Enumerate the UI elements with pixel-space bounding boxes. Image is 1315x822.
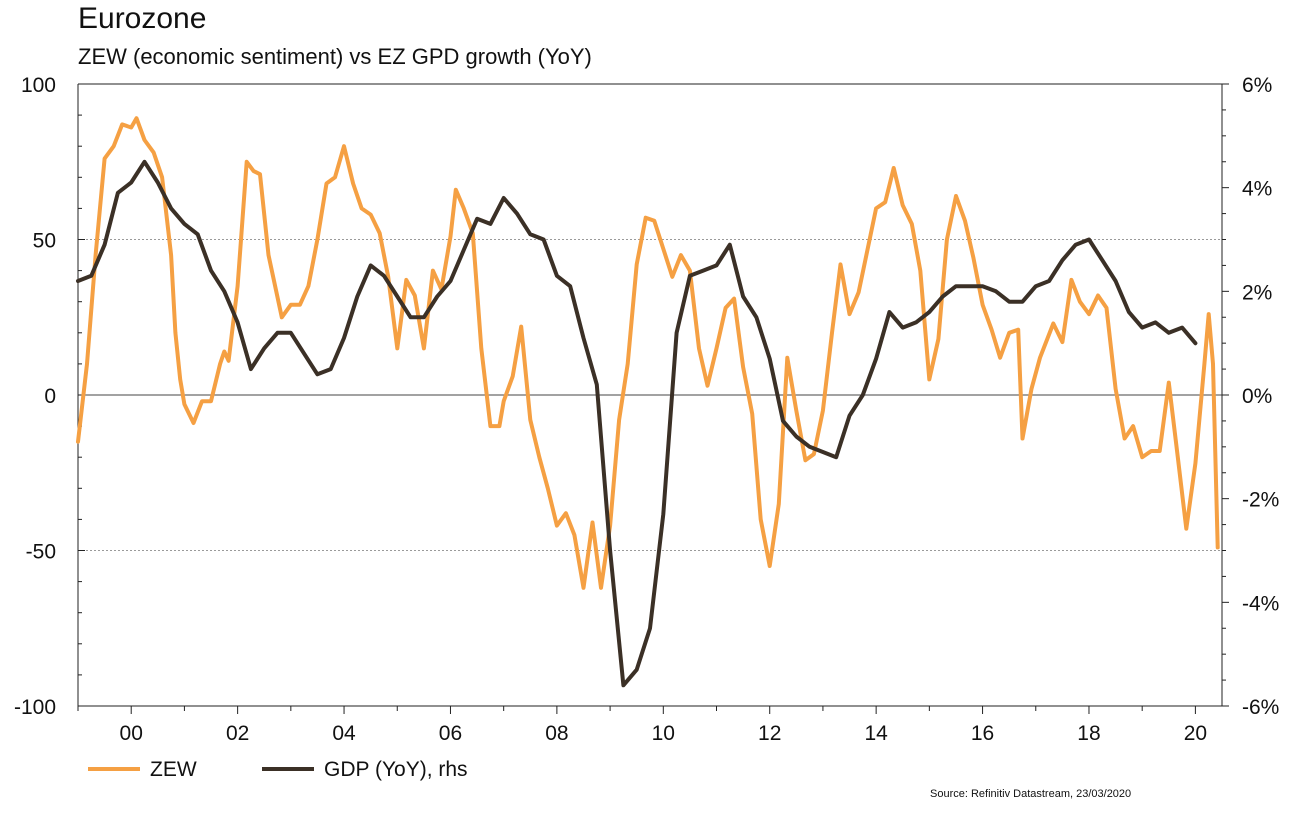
x-tick-label: 08 xyxy=(545,722,568,745)
right-tick-label: 0% xyxy=(1242,385,1272,408)
left-tick-label: 0 xyxy=(44,385,56,408)
right-tick-label: -4% xyxy=(1242,592,1279,615)
chart-title: Eurozone xyxy=(78,2,207,35)
x-tick-label: 00 xyxy=(120,722,143,745)
x-tick-label: 20 xyxy=(1184,722,1207,745)
x-tick-label: 14 xyxy=(864,722,888,745)
left-tick-label: -100 xyxy=(14,696,56,719)
right-tick-label: -6% xyxy=(1242,696,1279,719)
x-tick-label: 10 xyxy=(652,722,675,745)
x-tick-label: 12 xyxy=(758,722,781,745)
legend-label-gdp: GDP (YoY), rhs xyxy=(324,758,468,781)
gdp-line xyxy=(76,159,1198,688)
x-tick-label: 18 xyxy=(1077,722,1100,745)
x-tick-label: 06 xyxy=(439,722,462,745)
x-tick-label: 16 xyxy=(971,722,994,745)
legend-label-zew: ZEW xyxy=(150,758,197,781)
chart-subtitle: ZEW (economic sentiment) vs EZ GPD growt… xyxy=(78,44,592,69)
left-tick-label: -50 xyxy=(26,541,56,564)
right-tick-label: 4% xyxy=(1242,178,1272,201)
left-tick-label: 100 xyxy=(21,74,56,97)
x-tick-label: 02 xyxy=(226,722,249,745)
left-tick-label: 50 xyxy=(33,230,56,253)
zew-line xyxy=(76,116,1220,590)
right-tick-label: 6% xyxy=(1242,74,1272,97)
x-tick-label: 04 xyxy=(332,722,356,745)
source-note: Source: Refinitiv Datastream, 23/03/2020 xyxy=(930,788,1132,800)
right-tick-label: -2% xyxy=(1242,489,1279,512)
right-tick-label: 2% xyxy=(1242,281,1272,304)
